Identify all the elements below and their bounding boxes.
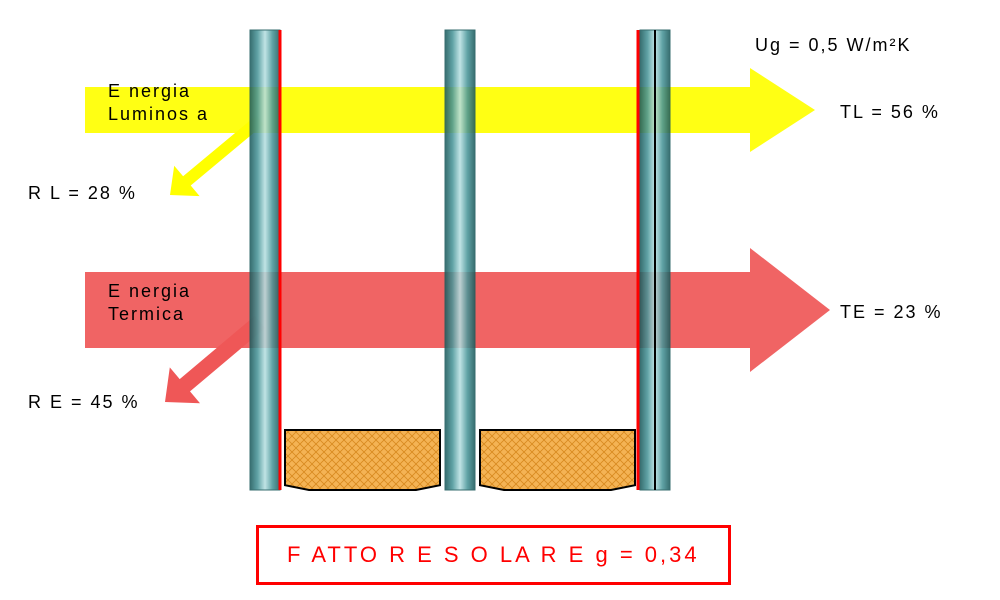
spacer <box>480 430 635 490</box>
energia-luminosa-label: E nergiaLuminos a <box>108 80 209 127</box>
spacer <box>285 430 440 490</box>
fattore-solare-box: F ATTO R E S O LA R E g = 0,34 <box>256 525 731 585</box>
te-label: TE = 23 % <box>840 302 943 323</box>
re-label: R E = 45 % <box>28 392 140 413</box>
ug-label: Ug = 0,5 W/m²K <box>755 35 912 56</box>
energia-termica-label: E nergiaTermica <box>108 280 191 327</box>
rl-label: R L = 28 % <box>28 183 137 204</box>
glass-pane <box>250 30 280 490</box>
glass-pane <box>445 30 475 490</box>
tl-label: TL = 56 % <box>840 102 940 123</box>
